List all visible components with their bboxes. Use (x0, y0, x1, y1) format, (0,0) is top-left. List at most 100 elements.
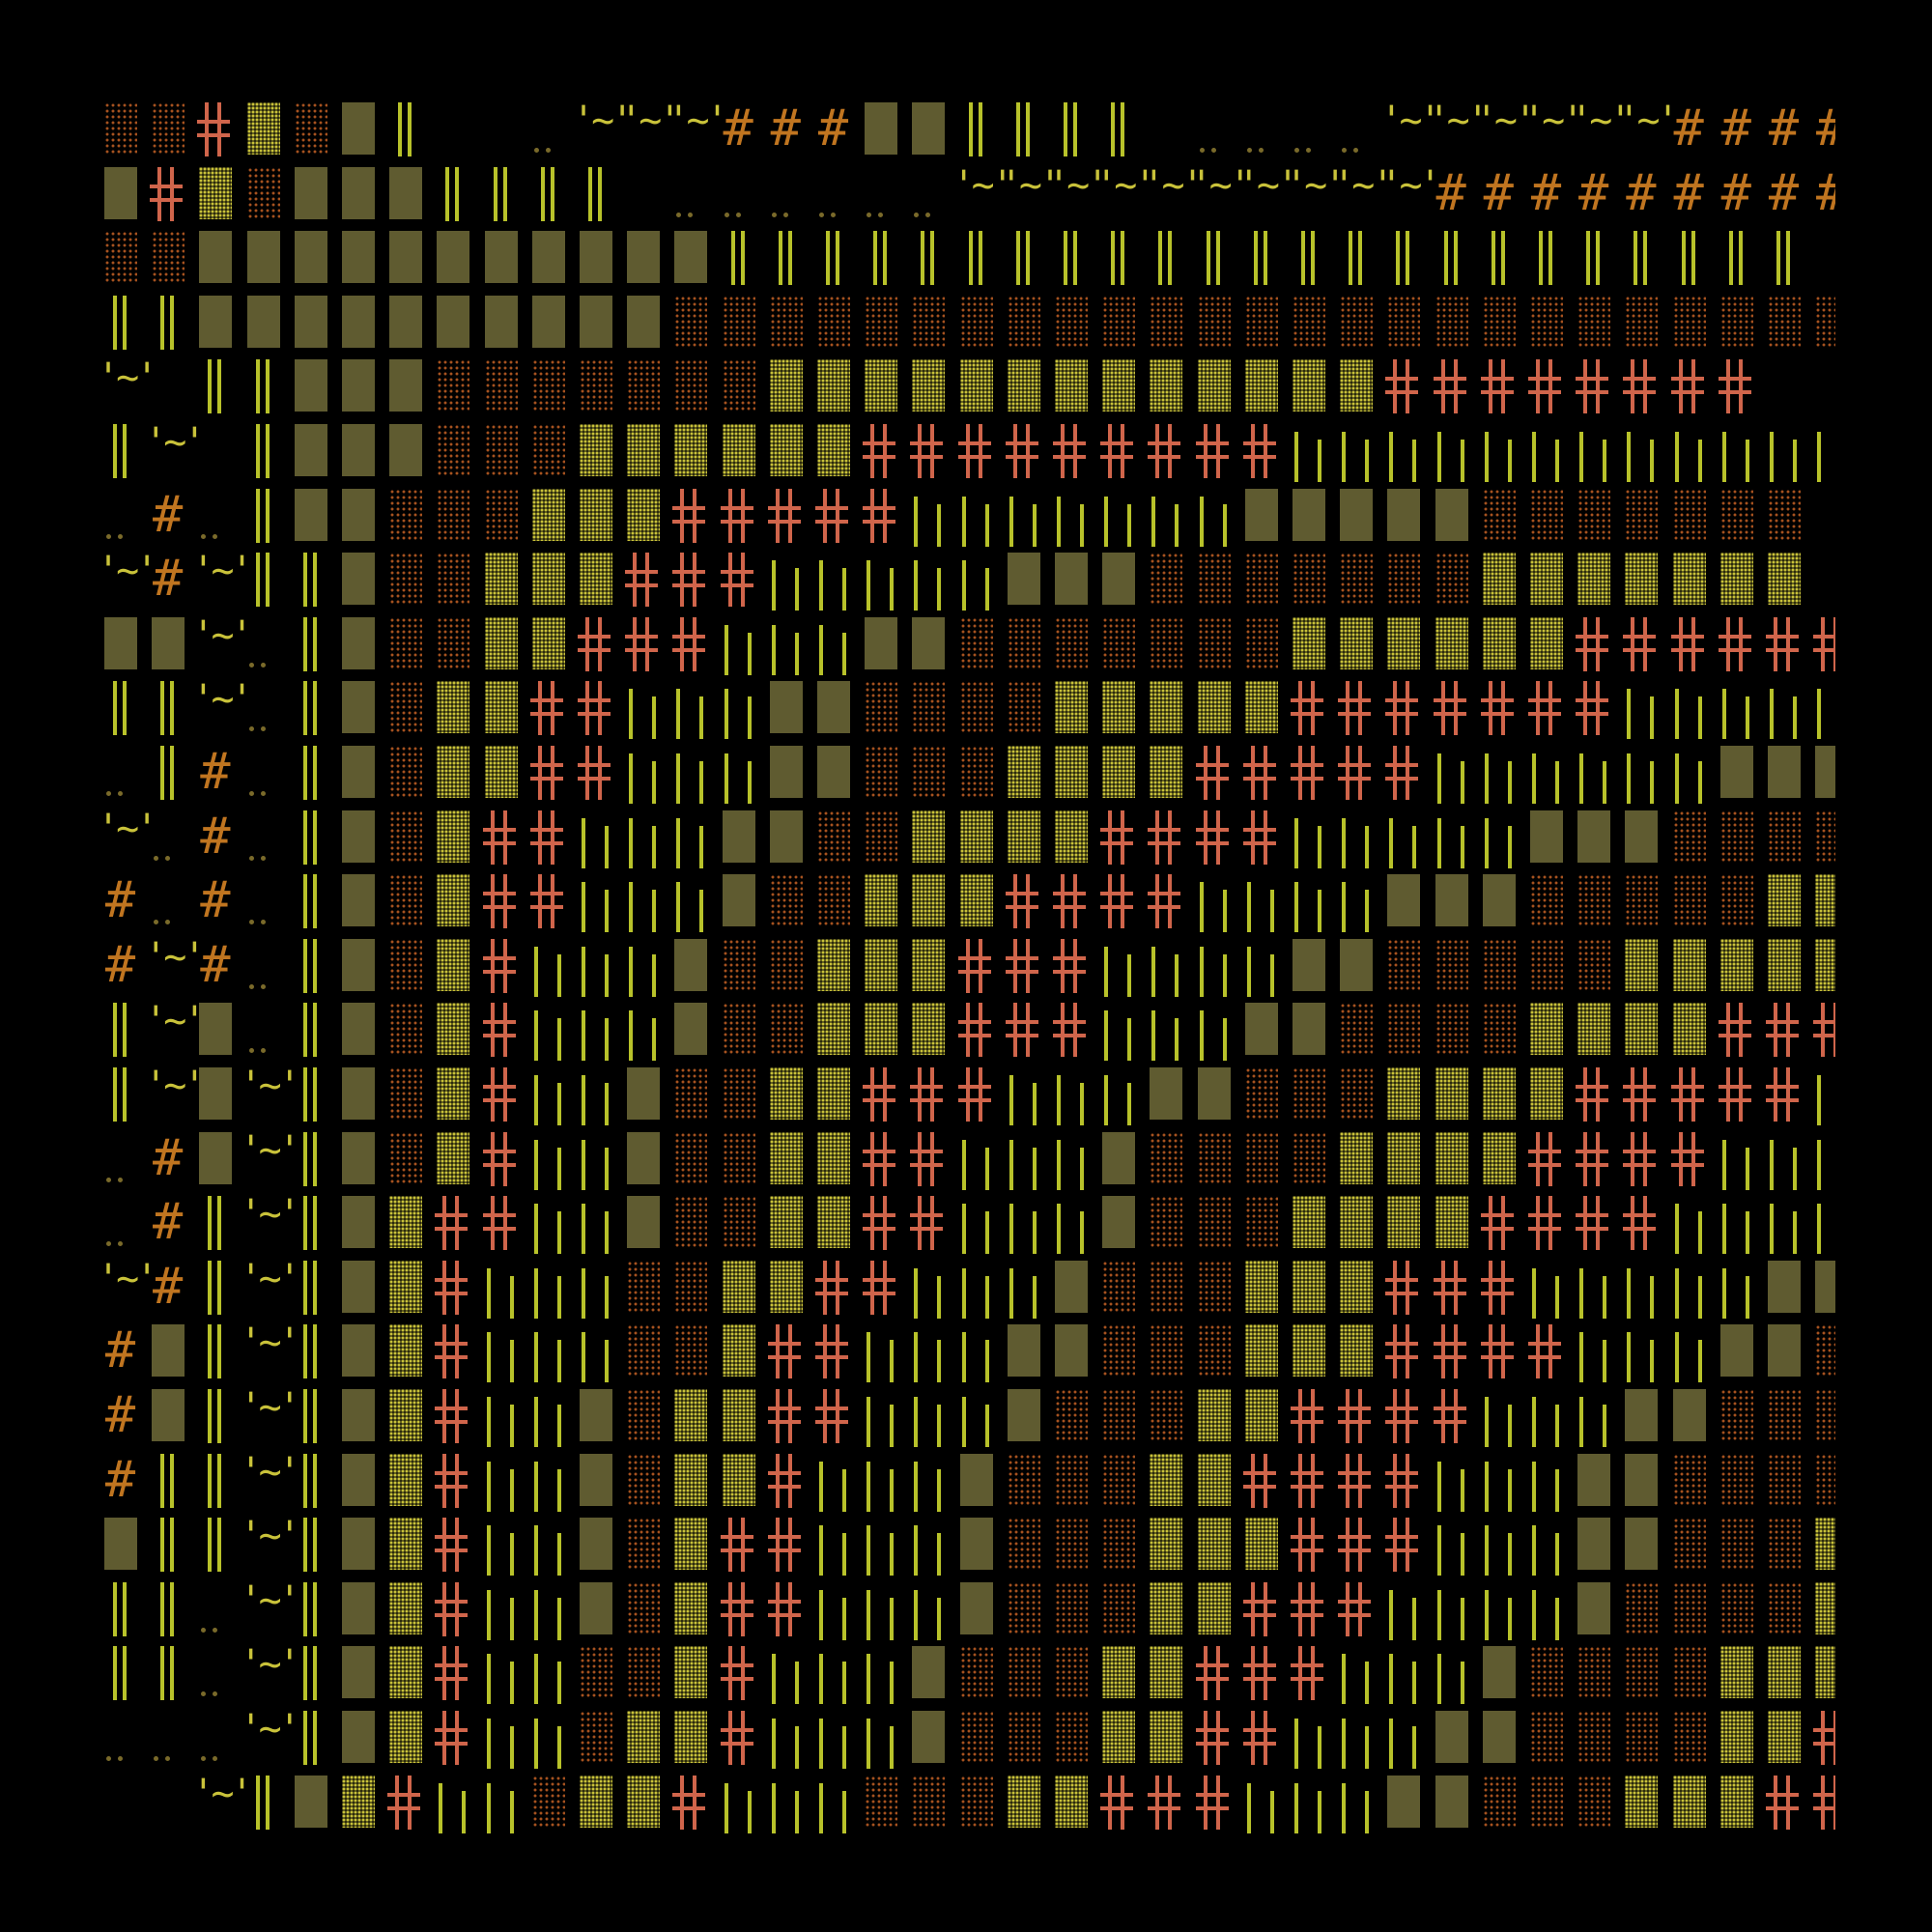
double-bar-glyph (144, 1512, 191, 1576)
broken-bars-glyph (525, 1062, 572, 1125)
light-shade-glyph (1428, 1062, 1475, 1125)
broken-bars-glyph (525, 933, 572, 997)
light-shade-glyph (619, 1770, 667, 1833)
dots-shade-glyph (525, 354, 572, 417)
box-cross-glyph (1760, 611, 1807, 675)
light-shade-glyph (1237, 1319, 1285, 1382)
broken-bars-glyph (1522, 1255, 1570, 1319)
dots-shade-glyph (810, 868, 857, 932)
solid-block-glyph (477, 290, 525, 354)
tilde-glyph: '~' (1427, 99, 1490, 143)
hash-glyph: # (770, 99, 801, 157)
mosaic-row: '~' (97, 1640, 1835, 1705)
broken-bars-glyph (904, 1448, 952, 1512)
dots-shade-glyph (1285, 1062, 1332, 1125)
broken-bars-glyph (1379, 418, 1427, 482)
solid-block-glyph (191, 1062, 239, 1125)
double-bar-glyph (1665, 225, 1713, 289)
dots-shade-glyph (715, 1190, 762, 1254)
solid-block-glyph (334, 161, 382, 225)
solid-block-glyph (1760, 740, 1807, 804)
dots-shade-glyph (715, 997, 762, 1061)
dots-shade-glyph (525, 1770, 572, 1833)
double-bar-glyph (477, 161, 525, 225)
light-shade-glyph (857, 868, 904, 932)
box-cross-glyph (1237, 1448, 1285, 1512)
hash-glyph: # (817, 99, 849, 157)
broken-bars-glyph (1094, 1062, 1142, 1125)
light-shade-glyph (1142, 1512, 1189, 1576)
dots-shade-glyph (1094, 1577, 1142, 1640)
solid-block-glyph (1570, 1577, 1617, 1640)
double-bar-glyph (97, 675, 144, 739)
dots-shade-glyph (1807, 1448, 1835, 1512)
broken-bars-glyph (1665, 1190, 1713, 1255)
hash-glyph: # (1720, 163, 1751, 222)
light-shade-glyph (1142, 740, 1189, 804)
tilde-glyph: '~' (239, 1192, 301, 1237)
box-cross-glyph (429, 1448, 476, 1512)
broken-bars-glyph (810, 1512, 857, 1577)
double-bar-glyph (762, 225, 810, 289)
dots-shade-glyph (810, 290, 857, 354)
box-cross-glyph (1379, 740, 1427, 804)
broken-bars-glyph (667, 868, 714, 933)
hash-glyph: # (200, 807, 231, 866)
solid-block-glyph (287, 161, 334, 225)
broken-bars-glyph (715, 740, 762, 804)
mosaic-row: '~' (97, 675, 1835, 740)
dots-shade-glyph (1190, 1255, 1237, 1319)
dots-shade-glyph (857, 740, 904, 804)
mosaic-row: # '~' (97, 1126, 1835, 1190)
light-shade-glyph (1522, 611, 1570, 675)
broken-bars-glyph (572, 1126, 619, 1190)
light-shade-glyph (1522, 547, 1570, 611)
light-shade-glyph (382, 1319, 429, 1382)
double-bar-glyph (97, 997, 144, 1061)
mosaic-row: '~' '~' (97, 1062, 1835, 1125)
dots-shade-glyph (952, 1640, 1000, 1704)
double-bar-glyph (1094, 97, 1142, 160)
double-bar-glyph (144, 1640, 191, 1704)
dots-shade-glyph (1665, 1640, 1713, 1704)
box-cross-glyph (1379, 675, 1427, 739)
solid-block-glyph (334, 1255, 382, 1319)
broken-bars-glyph (1285, 418, 1332, 482)
double-bar-glyph (904, 225, 952, 289)
tilde-glyph: '~' (1142, 162, 1204, 208)
light-shade-glyph (572, 547, 619, 611)
box-cross-glyph (1332, 1383, 1379, 1447)
light-shade-glyph (1332, 354, 1379, 417)
broken-bars-glyph (810, 1448, 857, 1512)
box-cross-glyph (1047, 418, 1094, 482)
broken-bars-glyph (1713, 675, 1760, 740)
broken-bars-glyph (572, 933, 619, 997)
dots-shade-glyph (1428, 933, 1475, 997)
broken-bars-glyph (1428, 418, 1475, 482)
dots-shade-glyph (667, 290, 714, 354)
dots-shade-glyph (1522, 1770, 1570, 1833)
broken-bars-glyph (1379, 1577, 1427, 1640)
box-cross-glyph (1142, 418, 1189, 482)
double-bar-glyph (287, 1319, 334, 1382)
double-bar-glyph (1379, 225, 1427, 289)
dots-shade-glyph (1379, 997, 1427, 1061)
light-shade-glyph (1047, 805, 1094, 868)
dots-shade-glyph (382, 740, 429, 804)
box-cross-glyph (1094, 1770, 1142, 1833)
light-shade-glyph (382, 1190, 429, 1254)
double-bar-glyph (1285, 225, 1332, 289)
mosaic-row: '~' # (97, 805, 1835, 868)
box-cross-glyph (1000, 933, 1047, 997)
broken-bars-glyph (1522, 1383, 1570, 1447)
solid-block-glyph (715, 805, 762, 868)
light-shade-glyph (1760, 1640, 1807, 1704)
double-bar-glyph (287, 675, 334, 739)
dots-shade-glyph (1522, 868, 1570, 932)
light-shade-glyph (382, 1705, 429, 1769)
solid-block-glyph (1379, 1770, 1427, 1833)
broken-bars-glyph (857, 1319, 904, 1383)
light-shade-glyph (1285, 1255, 1332, 1319)
broken-bars-glyph (1475, 418, 1522, 482)
dots-shade-glyph (1332, 547, 1379, 611)
